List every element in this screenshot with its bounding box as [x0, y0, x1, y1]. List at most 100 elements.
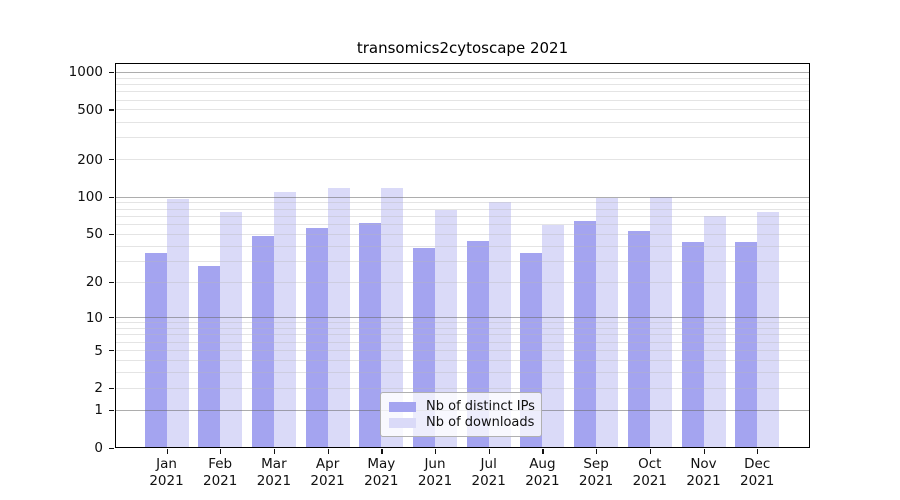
minor-gridline-500: [115, 109, 810, 111]
minor-gridline-600: [115, 99, 810, 101]
xtick-aug-2021: [542, 448, 544, 454]
ytick-label-1000: 1000: [68, 64, 103, 81]
bar-nb-of-distinct-ips-may-2021: [359, 223, 382, 448]
bar-nb-of-distinct-ips-nov-2021: [681, 241, 704, 448]
minor-gridline-3: [115, 372, 810, 374]
minor-gridline-90: [115, 202, 810, 204]
xtick-label-jan-2021: Jan 2021: [149, 455, 184, 489]
bar-nb-of-downloads-jul-2021: [488, 202, 511, 448]
legend-item-distinct-ips: Nb of distinct IPs: [389, 399, 535, 414]
xtick-jan-2021: [166, 448, 168, 454]
xtick-label-apr-2021: Apr 2021: [310, 455, 345, 489]
ytick-200: [109, 159, 114, 161]
xtick-label-mar-2021: Mar 2021: [256, 455, 292, 489]
xtick-label-sep-2021: Sep 2021: [578, 455, 614, 489]
ytick-label-20: 20: [85, 274, 103, 291]
xtick-label-jul-2021: Jul 2021: [471, 455, 506, 489]
chart-title: transomics2cytoscape 2021: [356, 39, 569, 57]
xtick-feb-2021: [220, 448, 222, 454]
minor-gridline-70: [115, 215, 810, 217]
legend-item-downloads: Nb of downloads: [389, 415, 535, 430]
xtick-dec-2021: [757, 448, 759, 454]
bar-nb-of-downloads-nov-2021: [703, 215, 726, 448]
legend: Nb of distinct IPs Nb of downloads: [380, 392, 542, 437]
major-gridline-10: [115, 317, 810, 319]
ytick-label-0: 0: [94, 440, 103, 456]
minor-gridline-30: [115, 260, 810, 262]
ytick-2: [109, 387, 114, 390]
xtick-nov-2021: [703, 448, 705, 454]
ytick-20: [109, 281, 114, 284]
xtick-mar-2021: [273, 448, 276, 454]
xtick-oct-2021: [649, 448, 652, 454]
xtick-label-feb-2021: Feb 2021: [203, 455, 238, 489]
minor-gridline-8: [115, 328, 810, 330]
xtick-may-2021: [381, 448, 383, 454]
ytick-label-200: 200: [77, 151, 103, 168]
xtick-sep-2021: [596, 448, 598, 454]
ytick-label-5: 5: [94, 342, 103, 359]
bar-nb-of-distinct-ips-sep-2021: [574, 221, 597, 448]
bar-nb-of-downloads-dec-2021: [757, 212, 780, 448]
minor-gridline-5: [115, 350, 810, 352]
bar-nb-of-downloads-aug-2021: [542, 224, 565, 448]
minor-gridline-7: [115, 334, 810, 336]
bar-nb-of-distinct-ips-oct-2021: [627, 230, 650, 448]
major-gridline-100: [115, 196, 810, 198]
bar-nb-of-downloads-feb-2021: [220, 212, 243, 448]
minor-gridline-20: [115, 281, 810, 283]
minor-gridline-4: [115, 359, 810, 361]
ytick-label-10: 10: [85, 309, 103, 326]
bar-nb-of-downloads-jan-2021: [166, 199, 189, 448]
minor-gridline-800: [115, 83, 810, 85]
legend-label-downloads: Nb of downloads: [426, 415, 535, 430]
xtick-jul-2021: [488, 448, 490, 454]
ytick-1000: [109, 71, 114, 74]
bar-nb-of-downloads-oct-2021: [649, 196, 672, 448]
ytick-0: [109, 447, 114, 449]
minor-gridline-300: [115, 137, 810, 139]
minor-gridline-80: [115, 208, 810, 210]
minor-gridline-2: [115, 387, 810, 389]
minor-gridline-6: [115, 341, 810, 343]
legend-swatch-downloads: [389, 417, 416, 428]
legend-swatch-distinct-ips: [389, 401, 416, 412]
minor-gridline-900: [115, 77, 810, 79]
ytick-label-100: 100: [77, 189, 103, 206]
xtick-apr-2021: [327, 448, 329, 454]
minor-gridline-700: [115, 91, 810, 93]
minor-gridline-200: [115, 159, 810, 161]
xtick-label-aug-2021: Aug 2021: [525, 455, 560, 489]
bar-nb-of-downloads-sep-2021: [596, 198, 619, 448]
ytick-10: [109, 317, 114, 319]
ytick-1: [109, 409, 114, 412]
xtick-label-dec-2021: Dec 2021: [740, 455, 775, 489]
minor-gridline-400: [115, 121, 810, 123]
minor-gridline-50: [115, 233, 810, 235]
xtick-label-nov-2021: Nov 2021: [686, 455, 721, 489]
plot-area: [115, 63, 810, 448]
bar-nb-of-downloads-mar-2021: [273, 192, 296, 448]
minor-gridline-40: [115, 245, 810, 247]
ytick-label-50: 50: [85, 226, 103, 243]
ytick-label-500: 500: [77, 101, 103, 118]
bar-nb-of-distinct-ips-feb-2021: [198, 266, 221, 448]
bar-nb-of-distinct-ips-dec-2021: [735, 241, 758, 448]
ytick-100: [109, 196, 114, 198]
ytick-label-2: 2: [94, 380, 103, 397]
xtick-label-may-2021: May 2021: [364, 455, 399, 489]
ytick-5: [109, 350, 114, 352]
ytick-label-1: 1: [94, 402, 103, 419]
xtick-label-jun-2021: Jun 2021: [417, 455, 453, 489]
ytick-500: [109, 109, 114, 111]
xtick-jun-2021: [435, 448, 437, 454]
major-gridline-1000: [115, 71, 810, 73]
bar-nb-of-distinct-ips-mar-2021: [251, 235, 274, 448]
minor-gridline-60: [115, 223, 810, 225]
bar-nb-of-distinct-ips-jan-2021: [144, 252, 167, 448]
ytick-50: [109, 233, 114, 235]
bar-nb-of-distinct-ips-apr-2021: [305, 227, 328, 448]
legend-label-distinct-ips: Nb of distinct IPs: [426, 399, 535, 414]
minor-gridline-9: [115, 322, 810, 324]
